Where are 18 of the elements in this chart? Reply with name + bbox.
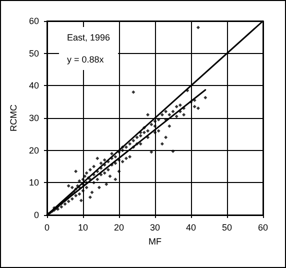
annotation: y = 0.88x [67, 54, 104, 64]
y-tick-label: 40 [28, 80, 39, 91]
y-tick-label: 10 [28, 178, 39, 188]
x-axis-title: MF [148, 236, 162, 246]
y-tick-label: 30 [28, 113, 39, 123]
x-tick-label: 50 [222, 222, 232, 232]
x-tick-label: 0 [44, 222, 50, 232]
y-axis-title: RCMC [8, 104, 19, 132]
x-tick-label: 30 [150, 222, 160, 232]
x-tick-label: 10 [78, 222, 88, 232]
y-tick-label: 20 [28, 145, 39, 156]
y-tick-label: 0 [34, 210, 39, 220]
x-tick-label: 20 [114, 222, 124, 232]
x-tick-label: 60 [258, 222, 268, 232]
annotation: East, 1996 [67, 32, 110, 42]
y-tick-label: 60 [28, 16, 39, 26]
x-tick-label: 40 [186, 222, 196, 232]
y-tick-label: 50 [28, 48, 39, 58]
